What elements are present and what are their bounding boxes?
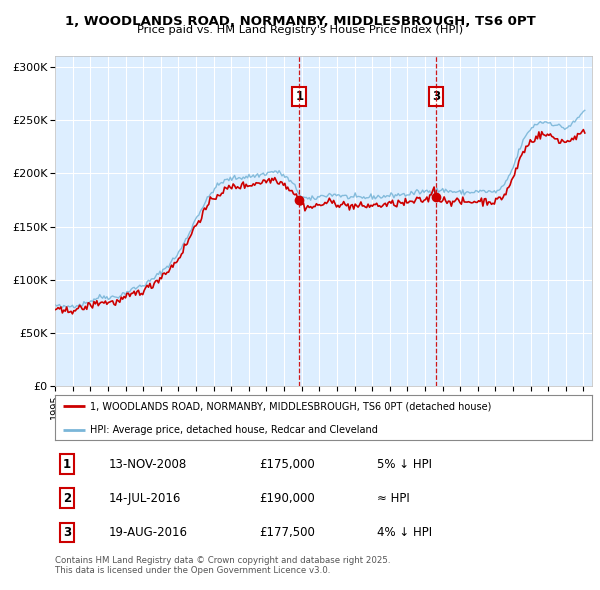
Text: Contains HM Land Registry data © Crown copyright and database right 2025.
This d: Contains HM Land Registry data © Crown c… <box>55 556 391 575</box>
Text: 3: 3 <box>63 526 71 539</box>
Text: 1, WOODLANDS ROAD, NORMANBY, MIDDLESBROUGH, TS6 0PT: 1, WOODLANDS ROAD, NORMANBY, MIDDLESBROU… <box>65 15 535 28</box>
Text: 1: 1 <box>295 90 304 103</box>
Text: 1, WOODLANDS ROAD, NORMANBY, MIDDLESBROUGH, TS6 0PT (detached house): 1, WOODLANDS ROAD, NORMANBY, MIDDLESBROU… <box>90 401 491 411</box>
Text: 4% ↓ HPI: 4% ↓ HPI <box>377 526 433 539</box>
Text: 5% ↓ HPI: 5% ↓ HPI <box>377 458 433 471</box>
Text: HPI: Average price, detached house, Redcar and Cleveland: HPI: Average price, detached house, Redc… <box>90 425 378 435</box>
Text: ≈ HPI: ≈ HPI <box>377 491 410 505</box>
Text: £190,000: £190,000 <box>259 491 315 505</box>
Text: Price paid vs. HM Land Registry's House Price Index (HPI): Price paid vs. HM Land Registry's House … <box>137 25 463 35</box>
Text: £177,500: £177,500 <box>259 526 315 539</box>
Text: 13-NOV-2008: 13-NOV-2008 <box>109 458 187 471</box>
Text: 2: 2 <box>63 491 71 505</box>
Text: 19-AUG-2016: 19-AUG-2016 <box>109 526 188 539</box>
Text: 14-JUL-2016: 14-JUL-2016 <box>109 491 181 505</box>
Text: £175,000: £175,000 <box>259 458 315 471</box>
Text: 1: 1 <box>63 458 71 471</box>
Text: 3: 3 <box>432 90 440 103</box>
